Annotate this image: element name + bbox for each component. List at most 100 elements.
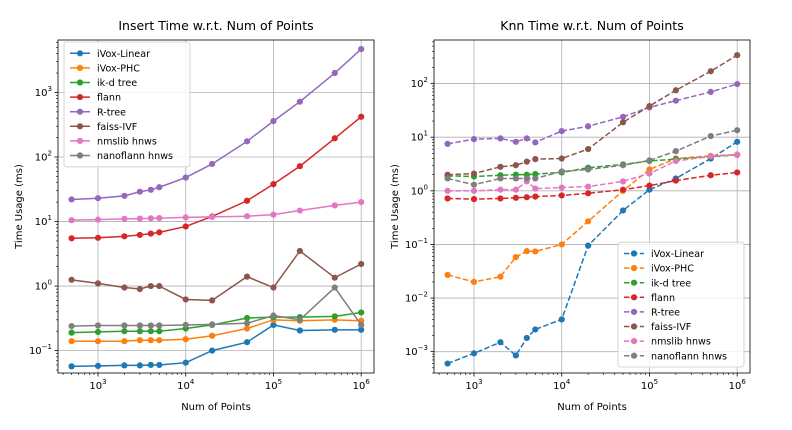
chart1-series-ivox-phc-point xyxy=(182,336,189,343)
chart2-series-nanoflann-hnws-point xyxy=(734,127,741,134)
chart1-series-nmslib-hnws-point xyxy=(182,214,189,221)
chart1-legend-item: R-tree xyxy=(70,107,126,118)
chart1-series-ivox-linear-point xyxy=(147,361,154,369)
chart2-legend-marker xyxy=(630,250,638,257)
chart1-legend-box xyxy=(63,41,191,168)
chart1-legend-item: nanoflann hnws xyxy=(70,151,173,162)
chart2-series-flann-point xyxy=(585,190,592,197)
chart1-series-r-tree-point xyxy=(331,69,338,77)
chart2-series-nmslib-hnws-point xyxy=(558,184,565,191)
chart2-series-r-tree-point xyxy=(707,88,714,95)
chart2-series-flann-point xyxy=(470,196,478,203)
chart1-series-flann-point xyxy=(147,230,154,237)
chart1: 103 104 105 106 10−1 100 101 102 103 Insert Time … xyxy=(14,18,375,413)
chart1-legend-label: R-tree xyxy=(97,107,126,118)
chart2-series-ivox-linear-point xyxy=(734,138,741,145)
chart2-legend-marker xyxy=(630,323,638,330)
chart2-legend-marker xyxy=(630,338,638,345)
chart2-y-tick-label: 10−2 xyxy=(405,291,428,305)
chart2-series-ivox-phc-point xyxy=(558,241,565,248)
chart1-series-flann-point xyxy=(121,233,128,240)
chart1-legend: iVox-Linear iVox-PHC ik-d tree flann R-tree f… xyxy=(63,41,191,168)
chart2-series-faiss-ivf-point xyxy=(470,170,478,177)
chart1-x-tick-label: 105 xyxy=(265,378,282,392)
chart2-series-r-tree xyxy=(444,80,741,147)
chart2-series-nmslib-hnws-point xyxy=(707,153,714,160)
chart1-legend-label: ik-d tree xyxy=(97,78,137,89)
chart2-series-r-tree-point xyxy=(523,135,530,142)
chart2-series-flann-point xyxy=(523,194,530,201)
chart1-series-r-tree-point xyxy=(296,98,303,105)
chart1-series-ik-d-tree-point xyxy=(68,329,75,336)
chart2-series-ik-d-tree-point xyxy=(532,171,539,178)
chart1-series-flann-point xyxy=(156,229,163,236)
chart2-legend-item: iVox-Linear xyxy=(624,249,704,260)
chart2-legend-label: ik-d tree xyxy=(651,278,691,289)
chart1-legend-label: flann xyxy=(97,93,121,104)
chart2-legend-label: flann xyxy=(651,293,675,304)
chart2-series-faiss-ivf-point xyxy=(619,119,627,126)
chart2-y-tick-label: 101 xyxy=(411,130,428,144)
chart1-series-flann-point xyxy=(136,231,143,239)
chart1-series-nmslib-hnws-point xyxy=(209,213,216,221)
chart2-title: Knn Time w.r.t. Num of Points xyxy=(500,18,683,33)
chart2-series-ivox-linear-point xyxy=(619,207,627,214)
chart2-legend-label: nanoflann hnws xyxy=(651,351,727,362)
chart2-y-tick-label: 10−1 xyxy=(405,237,428,251)
chart2-legend-item: nmslib hnws xyxy=(624,337,711,348)
chart2-series-ivox-phc-point xyxy=(523,248,530,255)
chart1-series-faiss-ivf-point xyxy=(68,276,75,283)
chart1-legend-item: nmslib hnws xyxy=(70,137,157,148)
chart1-series-nmslib-hnws-point xyxy=(243,213,251,220)
chart2-series-nmslib-hnws-point xyxy=(734,151,741,158)
chart1-axes-frame xyxy=(57,39,375,374)
chart2-series-r-tree-point xyxy=(532,139,539,146)
chart1-series-ik-d-tree-point xyxy=(147,328,154,335)
chart2-series-faiss-ivf-point xyxy=(523,158,530,165)
chart1-series-nanoflann-hnws-point xyxy=(182,321,189,329)
chart2-series-flann-point xyxy=(707,172,714,179)
chart1-series-ivox-linear-point xyxy=(296,327,303,334)
chart2-series-r-tree-point xyxy=(734,80,741,88)
chart1-series-flann-point xyxy=(270,181,277,188)
chart2-series-nanoflann-hnws-point xyxy=(619,162,627,169)
chart1-legend-label: faiss-IVF xyxy=(97,122,137,133)
chart1-series-flann-point xyxy=(94,234,102,241)
chart1-y-tick-label: 101 xyxy=(35,214,52,228)
chart1-series-ik-d-tree-point xyxy=(94,328,102,336)
chart1-series-ivox-linear-point xyxy=(358,326,365,333)
chart2-series-ivox-linear-point xyxy=(523,334,530,342)
chart1-series-nmslib-hnws-point xyxy=(94,216,102,223)
chart2-series-nanoflann-hnws-point xyxy=(532,175,539,182)
chart1-series-nanoflann-hnws-point xyxy=(209,321,216,328)
chart2-legend-label: faiss-IVF xyxy=(651,322,691,333)
chart2-series-nmslib-hnws-point xyxy=(470,187,478,194)
chart1-y-tick-label: 10−1 xyxy=(29,343,52,357)
chart2-series-ivox-linear-point xyxy=(512,352,519,359)
chart1-series-flann-point xyxy=(182,223,189,230)
chart1-title: Insert Time w.r.t. Num of Points xyxy=(118,18,313,33)
chart2-series-r-tree-point xyxy=(619,113,627,120)
chart2-series-ivox-phc-point xyxy=(470,278,478,286)
chart2-series-flann-point xyxy=(497,195,504,202)
chart1-series-ivox-phc-point xyxy=(94,338,102,345)
chart2-series-nmslib-hnws-point xyxy=(585,183,592,190)
chart2-legend-marker xyxy=(630,279,638,286)
chart2-y-axis-label: Time Usage (ms) xyxy=(390,164,401,250)
chart2-legend-item: ik-d tree xyxy=(624,278,691,289)
chart1-series-ivox-linear-point xyxy=(136,362,143,369)
chart1-legend-label: iVox-Linear xyxy=(97,49,150,60)
chart1-series-r-tree-point xyxy=(136,188,143,195)
chart1-series-nmslib-hnws xyxy=(68,199,365,224)
chart2-legend-box xyxy=(617,241,745,368)
chart1-series-nanoflann-hnws-point xyxy=(156,322,163,329)
chart2-legend-label: nmslib hnws xyxy=(651,337,711,348)
chart2-series-nmslib-hnws-point xyxy=(444,187,451,194)
chart2-series-faiss-ivf-point xyxy=(734,51,741,59)
chart2-series-ivox-phc-point xyxy=(497,273,504,280)
chart1-series-ivox-linear-point xyxy=(182,359,189,366)
chart2-series-r-tree-point xyxy=(497,135,504,142)
chart1-series-r-tree xyxy=(68,45,365,203)
chart1-legend-marker xyxy=(76,123,84,130)
chart1-series-faiss-ivf-line xyxy=(71,249,362,302)
